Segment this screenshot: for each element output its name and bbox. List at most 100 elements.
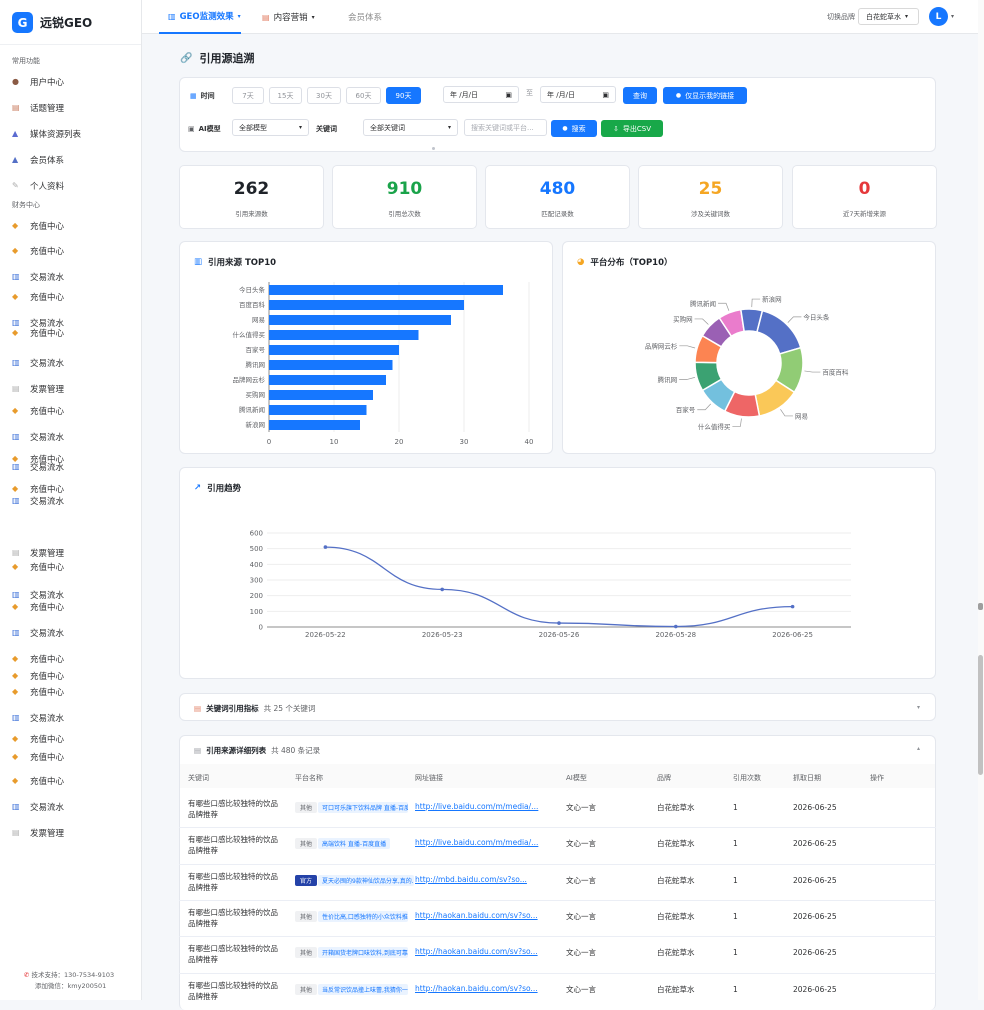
sidebar-item[interactable]: ◆ 充值中心 <box>12 751 64 763</box>
tab-content-marketing[interactable]: ▤ 内容营销 ▾ <box>262 12 315 24</box>
table-cell-brand: 白花蛇草水 <box>657 839 695 848</box>
collapse-dot[interactable] <box>432 147 435 150</box>
sidebar-item[interactable]: ▲ 会员体系 <box>12 154 64 166</box>
sidebar-item-label: 充值中心 <box>30 407 65 417</box>
table-cell-url[interactable]: http://haokan.baidu.com/sv?so... <box>415 984 538 993</box>
x-tick-label: 2026-05-28 <box>655 631 696 639</box>
table-cell-url[interactable]: http://haokan.baidu.com/sv?so... <box>415 911 538 920</box>
sidebar-item[interactable]: ◆ 充值中心 <box>12 291 64 303</box>
platform-title[interactable]: 可口可乐旗下饮料品牌 直播-百度直播 <box>318 802 408 813</box>
sidebar-item[interactable]: ● 用户中心 <box>12 76 64 88</box>
sidebar-item[interactable]: ◆ 充值中心 <box>12 483 64 495</box>
top-bar: ▥ GEO监测效果 ▾ ▤ 内容营销 ▾ 会员体系 切换品牌 白花蛇草水 ▾ L… <box>142 0 978 34</box>
search-input[interactable]: 搜索关键词或平台... <box>464 119 547 136</box>
row-divider <box>179 827 936 828</box>
line-chart-card <box>179 467 936 679</box>
sidebar-item[interactable]: ◆ 充值中心 <box>12 670 64 682</box>
user-icon: ● <box>12 77 19 86</box>
sidebar-item[interactable]: ▤ 发票管理 <box>12 383 64 395</box>
sidebar-item[interactable]: ▥ 交易流水 <box>12 712 64 724</box>
chevron-down-icon[interactable]: ▾ <box>951 13 955 20</box>
pie-label: 什么值得买 <box>698 422 731 431</box>
sidebar-item[interactable]: ◆ 充值中心 <box>12 601 64 613</box>
sidebar-item[interactable]: ▤ 话题管理 <box>12 102 64 114</box>
sidebar-item[interactable]: ◆ 充值中心 <box>12 220 64 232</box>
table-cell-url[interactable]: http://haokan.baidu.com/sv?so... <box>415 947 538 956</box>
sidebar-item[interactable]: ▥ 交易流水 <box>12 495 64 507</box>
platform-title[interactable]: 性价比高,口感独特的小众饮料推荐... <box>318 911 408 922</box>
sidebar-item[interactable]: ▥ 交易流水 <box>12 317 64 329</box>
platform-title[interactable]: 高端饮料 直播-百度直播 <box>318 838 391 849</box>
sidebar-item[interactable]: ✎ 个人资料 <box>12 180 64 192</box>
sidebar-item[interactable]: ▥ 交易流水 <box>12 271 64 283</box>
sidebar-item[interactable]: ◆ 充值中心 <box>12 453 64 465</box>
header-keyword: 关键词 <box>188 774 209 782</box>
header-brand: 品牌 <box>657 774 671 782</box>
scrollbar-thumb[interactable] <box>978 655 983 775</box>
sidebar-item[interactable]: ◆ 充值中心 <box>12 561 64 573</box>
my-links-button[interactable]: ● 仅显示我的链接 <box>663 87 747 104</box>
keyword-metrics-section[interactable] <box>179 693 936 721</box>
sidebar-item[interactable]: ◆ 充值中心 <box>12 775 64 787</box>
bar <box>269 390 373 400</box>
sidebar-item[interactable]: ▤ 发票管理 <box>12 827 64 839</box>
sidebar-item[interactable]: ◆ 充值中心 <box>12 327 64 339</box>
y-tick-label: 300 <box>250 577 263 585</box>
ai-model-select[interactable]: 全部模型 ▾ <box>232 119 309 136</box>
table-cell-url[interactable]: http://mbd.baidu.com/sv?so... <box>415 875 527 884</box>
table-cell-date: 2026-06-25 <box>793 839 837 848</box>
table-cell-url[interactable]: http://live.baidu.com/m/media/... <box>415 838 539 847</box>
sidebar-item[interactable]: ◆ 充值中心 <box>12 686 64 698</box>
sidebar-item[interactable]: ◆ 充值中心 <box>12 405 64 417</box>
chevron-up-icon[interactable]: ▴ <box>917 745 921 752</box>
recharge-icon: ◆ <box>12 406 19 415</box>
scrollbar-track[interactable] <box>978 0 984 1000</box>
platform-title[interactable]: 当反常识饮品撞上味蕾,我猜你一... <box>318 984 408 995</box>
range-90d-button[interactable]: 90天 <box>386 87 421 104</box>
search-button[interactable]: ● 搜索 <box>551 120 597 137</box>
tab-geo-monitor[interactable]: ▥ GEO监测效果 ▾ <box>159 0 241 34</box>
export-csv-button[interactable]: ⇩ 导出CSV <box>601 120 663 137</box>
range-60d-button[interactable]: 60天 <box>346 87 381 104</box>
sidebar-item[interactable]: ▥ 交易流水 <box>12 627 64 639</box>
sidebar-item[interactable]: ▥ 交易流水 <box>12 461 64 473</box>
sidebar-item[interactable]: ▤ 发票管理 <box>12 547 64 559</box>
table-cell-url[interactable]: http://live.baidu.com/m/media/... <box>415 802 539 811</box>
range-30d-button[interactable]: 30天 <box>307 87 341 104</box>
y-tick-label: 腾讯新闻 <box>239 405 265 414</box>
sidebar-item-label: 用户中心 <box>30 78 65 88</box>
robot-icon: ▣ <box>188 125 195 133</box>
brand-select[interactable]: 白花蛇草水 ▾ <box>858 8 919 25</box>
y-tick-label: 今日头条 <box>239 285 266 294</box>
sidebar-item-label: 充值中心 <box>30 563 65 573</box>
sidebar-item[interactable]: ▲ 媒体资源列表 <box>12 128 81 140</box>
logo[interactable]: G 远锐GEO <box>12 12 92 33</box>
sidebar-item[interactable]: ◆ 充值中心 <box>12 733 64 745</box>
range-15d-button[interactable]: 15天 <box>269 87 302 104</box>
bar <box>269 285 503 295</box>
sidebar-item[interactable]: ▥ 交易流水 <box>12 357 64 369</box>
recharge-icon: ◆ <box>12 328 19 337</box>
avatar[interactable]: L <box>929 7 948 26</box>
header-url: 网址链接 <box>415 774 443 782</box>
list-icon: ▤ <box>194 746 202 755</box>
date-end-input[interactable]: 年 /月/日 ▣ <box>540 86 616 103</box>
x-tick-label: 0 <box>267 438 271 446</box>
sidebar-item[interactable]: ▥ 交易流水 <box>12 431 64 443</box>
platform-title[interactable]: 夏天必囤的9款神仙饮品分享,真的... <box>318 875 414 886</box>
detail-list-title: ▤ 引用来源详细列表 共 480 条记录 <box>194 746 321 755</box>
range-7d-button[interactable]: 7天 <box>232 87 264 104</box>
date-start-input[interactable]: 年 /月/日 ▣ <box>443 86 519 103</box>
query-button[interactable]: 查询 <box>623 87 657 104</box>
tab-membership[interactable]: 会员体系 <box>348 13 383 23</box>
sidebar-item[interactable]: ◆ 充值中心 <box>12 653 64 665</box>
recharge-icon: ◆ <box>12 454 19 463</box>
platform-title[interactable]: 开箱国货老牌口味饮料,到底可靠... <box>318 947 408 958</box>
bar <box>269 345 399 355</box>
stat-card-total-citations: 910 引用总次数 <box>332 165 477 229</box>
keyword-select[interactable]: 全部关键词 ▾ <box>363 119 458 136</box>
sidebar-item[interactable]: ◆ 充值中心 <box>12 245 64 257</box>
sidebar-item[interactable]: ▥ 交易流水 <box>12 589 64 601</box>
chevron-down-icon[interactable]: ▾ <box>917 704 921 711</box>
sidebar-item[interactable]: ▥ 交易流水 <box>12 801 64 813</box>
